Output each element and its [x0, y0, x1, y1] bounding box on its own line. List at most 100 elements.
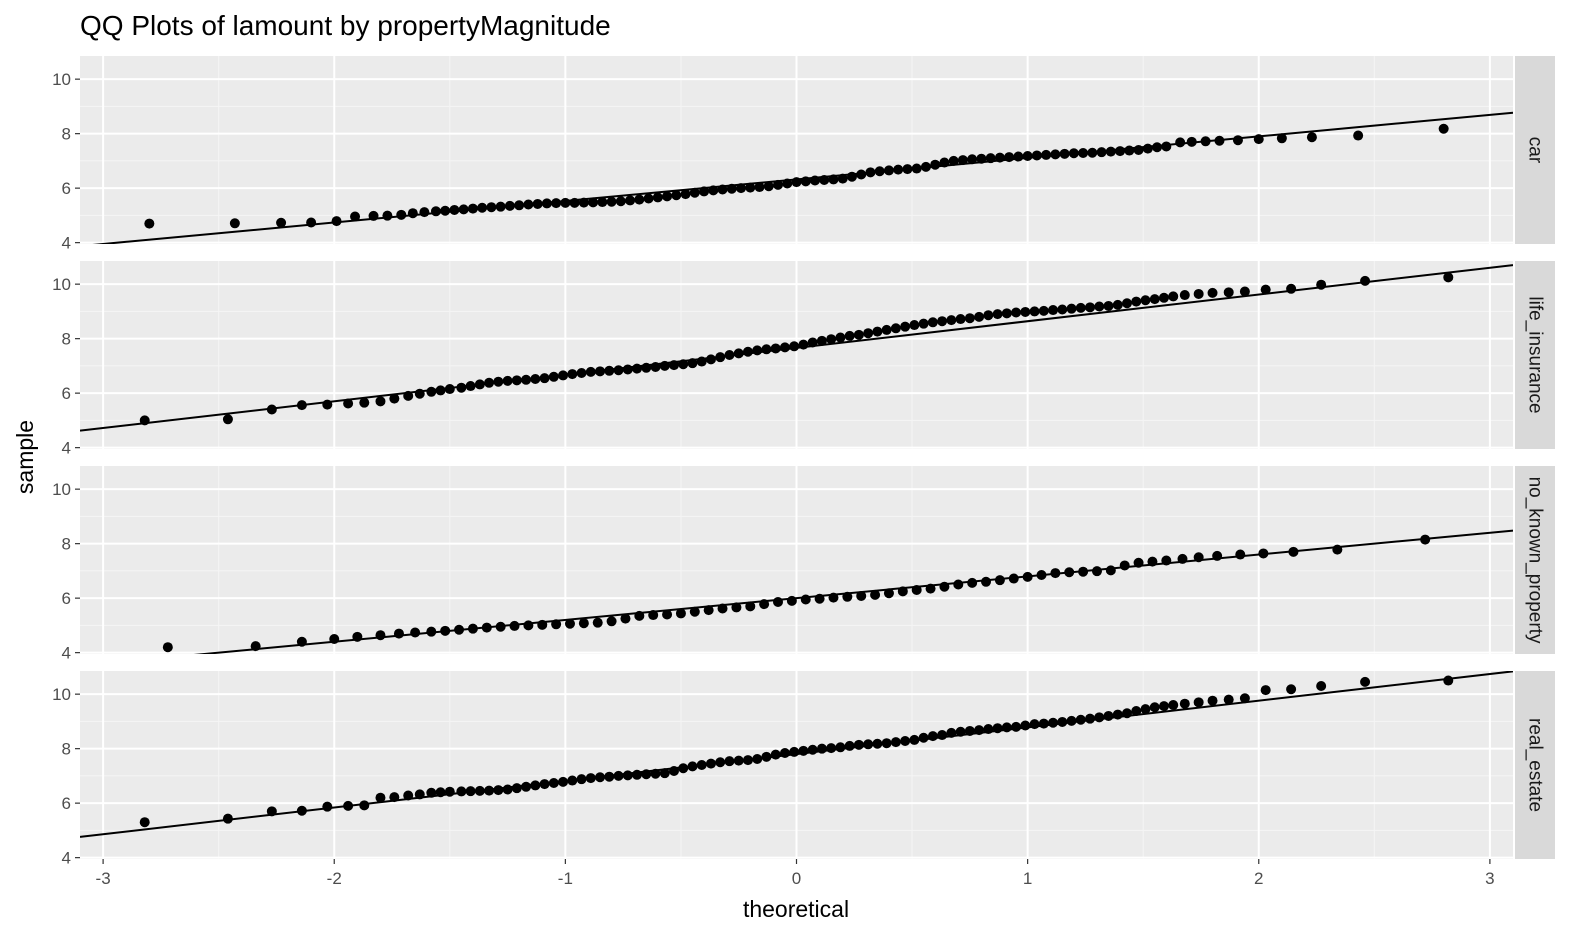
qq-point: [872, 738, 883, 749]
qq-point: [1276, 133, 1287, 144]
qq-point: [474, 785, 485, 796]
qq-point: [484, 377, 495, 388]
qq-point: [375, 396, 386, 407]
qq-point: [761, 751, 772, 762]
qq-point: [939, 157, 950, 168]
qq-point: [1119, 560, 1130, 571]
qq-point: [592, 617, 603, 628]
qq-point: [881, 324, 892, 335]
qq-point: [717, 603, 728, 614]
facet-panel-real-estate: 4 6 8 10 real_estate: [52, 671, 1555, 868]
qq-point: [541, 198, 552, 209]
qq-point: [863, 739, 874, 750]
qq-point: [1020, 306, 1031, 317]
qq-point: [368, 210, 379, 221]
qq-point: [659, 768, 670, 779]
qq-point: [419, 207, 430, 218]
qq-point: [1149, 294, 1160, 305]
qq-point: [578, 618, 589, 629]
qq-point: [276, 217, 287, 228]
qq-point: [504, 200, 515, 211]
qq-point: [1223, 694, 1234, 705]
qq-point: [634, 194, 645, 205]
qq-point: [523, 620, 534, 631]
qq-point: [994, 575, 1005, 586]
qq-point: [974, 725, 985, 736]
y-tick-label: 6: [62, 589, 71, 608]
qq-point: [532, 198, 543, 209]
qq-point: [1029, 719, 1040, 730]
qq-point: [939, 581, 950, 592]
qq-point: [1048, 305, 1059, 316]
qq-point: [440, 625, 451, 636]
qq-point: [994, 152, 1005, 163]
qq-point: [1177, 553, 1188, 564]
qq-point: [375, 630, 386, 641]
qq-point: [444, 786, 455, 797]
qq-point: [477, 202, 488, 213]
qq-point: [493, 785, 504, 796]
qq-point: [1131, 706, 1142, 717]
qq-point: [678, 763, 689, 774]
qq-point: [458, 204, 469, 215]
qq-point: [144, 218, 155, 229]
qq-point: [343, 800, 354, 811]
qq-point: [789, 746, 800, 757]
x-tick-label: 1: [1023, 869, 1032, 888]
qq-point: [634, 610, 645, 621]
qq-point: [558, 776, 569, 787]
qq-point: [465, 786, 476, 797]
y-tick-label: 10: [52, 685, 71, 704]
qq-point: [1066, 715, 1077, 726]
qq-point: [1175, 137, 1186, 148]
qq-point: [1131, 296, 1142, 307]
qq-point: [1353, 130, 1364, 141]
qq-point: [585, 773, 596, 784]
qq-point: [826, 743, 837, 754]
qq-point: [641, 362, 652, 373]
facet-strip-label: life_insurance: [1525, 296, 1546, 413]
y-tick-label: 8: [62, 125, 71, 144]
qq-point: [426, 626, 437, 637]
qq-point: [1360, 275, 1371, 286]
qq-point: [883, 165, 894, 176]
qq-point: [539, 373, 550, 384]
qq-point: [1057, 304, 1068, 315]
qq-point: [1332, 544, 1343, 555]
qq-point: [863, 328, 874, 339]
qq-point: [724, 350, 735, 360]
qq-point: [865, 167, 876, 178]
qq-point: [548, 777, 559, 788]
qq-point: [770, 343, 781, 354]
y-tick-label: 4: [62, 849, 71, 868]
qq-point: [745, 182, 756, 193]
qq-point: [548, 371, 559, 382]
qq-point: [1149, 702, 1160, 713]
qq-point: [809, 175, 820, 186]
qq-point: [495, 201, 506, 212]
qq-point: [773, 179, 784, 190]
y-tick-label: 8: [62, 535, 71, 554]
qq-point: [444, 384, 455, 395]
facet-strip: [1515, 56, 1555, 244]
qq-point: [992, 309, 1003, 320]
qq-point: [414, 789, 425, 800]
x-tick-label: -1: [558, 869, 573, 888]
qq-point: [659, 360, 670, 371]
qq-point: [1438, 123, 1449, 134]
qq-point: [484, 785, 495, 796]
qq-point: [726, 183, 737, 194]
qq-point: [632, 363, 643, 374]
qq-point: [798, 745, 809, 756]
qq-point: [872, 326, 883, 337]
qq-point: [1091, 566, 1102, 577]
qq-point: [983, 724, 994, 735]
qq-point: [652, 192, 663, 203]
qq-point: [1443, 675, 1454, 686]
qq-point: [1260, 685, 1271, 696]
qq-point: [1059, 148, 1070, 159]
qq-point: [890, 323, 901, 334]
qq-point: [759, 599, 770, 610]
qq-point: [1103, 710, 1114, 721]
qq-point: [551, 198, 562, 209]
